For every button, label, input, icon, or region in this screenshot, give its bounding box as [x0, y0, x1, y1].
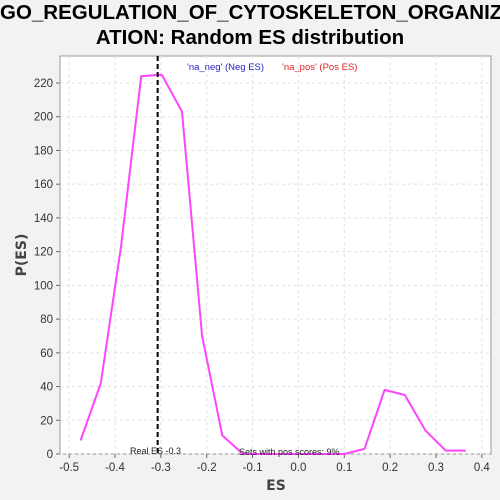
y-tick-label: 120 [34, 247, 53, 259]
y-tick-label: 100 [34, 280, 53, 292]
chart-title-line-1: GO_REGULATION_OF_CYTOSKELETON_ORGANIZ [0, 1, 500, 24]
x-tick-label: -0.5 [59, 462, 79, 474]
x-tick-label: 0.3 [428, 462, 444, 474]
axes: -0.5 -0.4 -0.3 -0.2 -0.1 0.0 0.1 0.2 0.3 0.4 0 20 40… [34, 78, 491, 474]
x-tick-label: 0.0 [290, 462, 306, 474]
chart-title-line-2: ATION: Random ES distribution [95, 26, 405, 49]
x-tick-label: -0.4 [105, 462, 125, 474]
y-tick-label: 160 [34, 179, 53, 191]
y-tick-label: 0 [47, 449, 53, 461]
x-tick-label: -0.3 [151, 462, 171, 474]
legend-pos-label: 'na_pos' (Pos ES) [282, 62, 357, 73]
series-layer [79, 73, 466, 455]
grid [60, 56, 491, 455]
x-tick-label: 0.2 [382, 462, 398, 474]
y-tick-label: 180 [34, 145, 53, 157]
y-axis-title: P(ES) [14, 234, 30, 277]
x-tick-label: 0.4 [474, 462, 491, 474]
y-tick-label: 140 [34, 213, 53, 225]
y-tick-label: 20 [40, 415, 53, 427]
real-es-annotation: Real ES -0.3 [130, 446, 181, 456]
x-tick-label: 0.1 [336, 462, 352, 474]
plot-area [59, 55, 492, 455]
y-tick-label: 40 [40, 382, 53, 394]
y-tick-label: 220 [34, 78, 53, 90]
y-tick-label: 200 [34, 112, 53, 124]
legend-neg-label: 'na_neg' (Neg ES) [187, 62, 264, 73]
pos-scores-annotation: Sets with pos scores: 9% [239, 447, 340, 457]
y-tick-label: 60 [40, 348, 53, 360]
x-tick-label: -0.1 [243, 462, 263, 474]
chart-title: GO_REGULATION_OF_CYTOSKELETON_ORGANIZ AT… [0, 0, 500, 50]
series-line [79, 73, 466, 455]
x-tick-label: -0.2 [197, 462, 217, 474]
y-tick-label: 80 [40, 314, 53, 326]
x-axis-title: ES [266, 478, 286, 494]
